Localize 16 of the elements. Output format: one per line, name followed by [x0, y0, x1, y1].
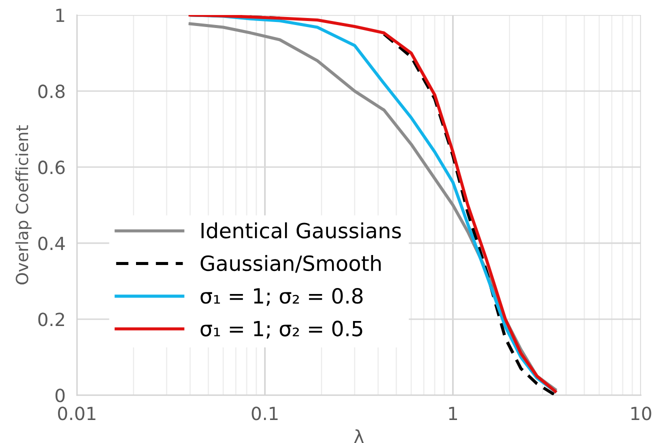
y-tick-label: 0.6: [38, 160, 65, 174]
legend-label: σ₁ = 1; σ₂ = 0.8: [200, 288, 363, 306]
x-axis-title: λ: [354, 429, 364, 443]
x-tick-label: 10: [631, 406, 652, 420]
y-tick-label: 0.2: [38, 312, 64, 326]
x-tick-label: 0.1: [252, 406, 278, 420]
y-tick-label: 0.4: [38, 236, 65, 250]
x-tick-label: 0.01: [58, 406, 96, 420]
y-tick-label: 0: [56, 388, 65, 402]
legend-label: Gaussian/Smooth: [200, 254, 381, 273]
y-tick-label: 0.8: [38, 84, 65, 98]
legend-label: σ₁ = 1; σ₂ = 0.5: [200, 320, 362, 339]
legend-label: Identical Gaussians: [202, 222, 401, 238]
x-tick-label: 1: [449, 406, 457, 420]
y-axis-title: Overlap Coefficient: [15, 125, 32, 284]
y-tick-label: 1: [56, 8, 64, 22]
